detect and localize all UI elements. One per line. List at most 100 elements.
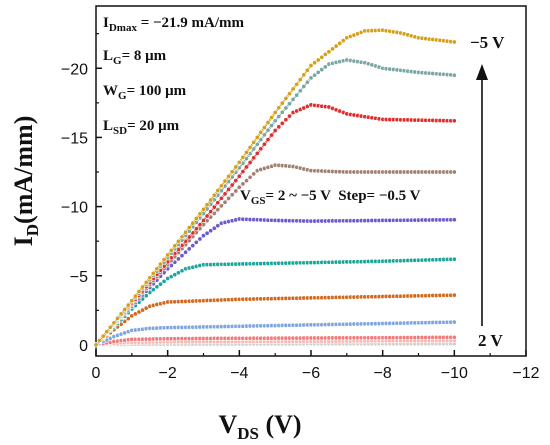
data-point — [143, 279, 149, 285]
x-tick-label: −6 — [302, 365, 320, 382]
data-point — [451, 118, 457, 124]
data-point — [111, 320, 117, 326]
data-point — [451, 256, 457, 262]
data-point — [269, 132, 275, 138]
data-point — [308, 62, 314, 69]
data-point — [333, 43, 339, 49]
data-point — [208, 209, 214, 215]
data-point — [451, 39, 457, 45]
data-point — [247, 144, 253, 150]
data-point — [329, 46, 336, 52]
data-point — [236, 184, 242, 190]
data-point — [172, 243, 178, 249]
data-point — [279, 100, 285, 106]
data-point — [186, 246, 192, 252]
data-point — [107, 324, 113, 330]
data-point — [283, 105, 289, 111]
lg-annotation: LG= 8 μm — [103, 48, 167, 67]
data-point — [451, 217, 457, 223]
data-point — [215, 207, 221, 213]
data-point — [211, 204, 217, 210]
data-point — [243, 164, 250, 170]
x-tick-label: −2 — [159, 365, 177, 382]
y-tick-label: −10 — [61, 200, 88, 217]
data-point — [265, 127, 271, 133]
data-point — [322, 64, 328, 70]
data-point — [197, 222, 203, 228]
data-point — [215, 187, 221, 194]
series-vgs-m2 — [93, 102, 457, 348]
data-point — [190, 220, 196, 226]
data-point — [240, 181, 246, 187]
data-point — [186, 225, 192, 231]
data-point — [337, 40, 343, 46]
gate-voltage-arrow — [476, 64, 488, 326]
data-point — [294, 81, 300, 87]
data-point — [100, 333, 106, 339]
data-point — [118, 311, 124, 317]
data-point — [129, 298, 135, 304]
data-point — [286, 91, 293, 97]
y-tick-label: −5 — [70, 269, 88, 286]
data-point — [272, 118, 278, 124]
data-point — [215, 200, 221, 206]
data-point — [233, 164, 239, 170]
data-point — [215, 223, 221, 229]
idmax-annotation: IDmax = −21.9 mA/mm — [103, 15, 245, 34]
data-point — [229, 169, 235, 175]
data-point — [258, 129, 264, 135]
data-point — [276, 105, 282, 111]
data-point — [308, 75, 314, 81]
data-point — [233, 178, 239, 184]
data-point — [229, 182, 235, 188]
data-point — [122, 306, 128, 313]
series-vgs-m0p5 — [93, 256, 457, 348]
data-point — [132, 293, 138, 299]
data-point — [175, 238, 181, 244]
data-point — [315, 57, 321, 63]
data-point — [290, 86, 296, 92]
data-point — [157, 261, 164, 267]
data-point — [276, 113, 282, 120]
data-point — [451, 334, 457, 340]
bottom-vgs-label: 2 V — [478, 331, 503, 350]
data-point — [269, 122, 275, 129]
data-point — [150, 270, 156, 276]
data-point — [125, 316, 131, 322]
data-point — [183, 249, 189, 255]
axis-ticks: 0 −2 −4 −6 −8 −10 −12 0 −5 −10 −15 −20 — [61, 33, 540, 382]
x-tick-label: −12 — [512, 365, 539, 382]
data-point — [265, 137, 271, 143]
lsd-annotation: LSD= 20 μm — [103, 118, 180, 137]
data-point — [254, 134, 260, 140]
data-point — [229, 192, 235, 198]
data-point — [286, 113, 293, 119]
data-point — [226, 186, 232, 192]
data-point — [340, 38, 346, 44]
data-point — [297, 88, 303, 94]
data-point — [157, 281, 164, 287]
data-point — [301, 83, 307, 90]
data-point — [451, 292, 457, 298]
data-point — [154, 266, 160, 272]
data-point — [261, 141, 267, 147]
data-point — [290, 96, 296, 102]
y-tick-label: −20 — [61, 61, 88, 78]
data-point — [161, 278, 167, 284]
data-point — [208, 197, 214, 203]
y-tick-label: 0 — [79, 338, 88, 355]
top-vgs-label: −5 V — [470, 33, 505, 52]
wg-annotation: WG= 100 μm — [103, 83, 187, 102]
data-point — [204, 230, 210, 236]
data-point — [322, 51, 328, 57]
data-point — [222, 178, 228, 184]
data-point — [297, 77, 303, 83]
data-point — [272, 109, 278, 116]
data-point — [218, 183, 224, 189]
x-tick-label: 0 — [92, 365, 101, 382]
data-point — [211, 225, 217, 231]
data-point — [304, 67, 310, 73]
data-point — [179, 234, 185, 240]
data-point — [200, 206, 207, 212]
